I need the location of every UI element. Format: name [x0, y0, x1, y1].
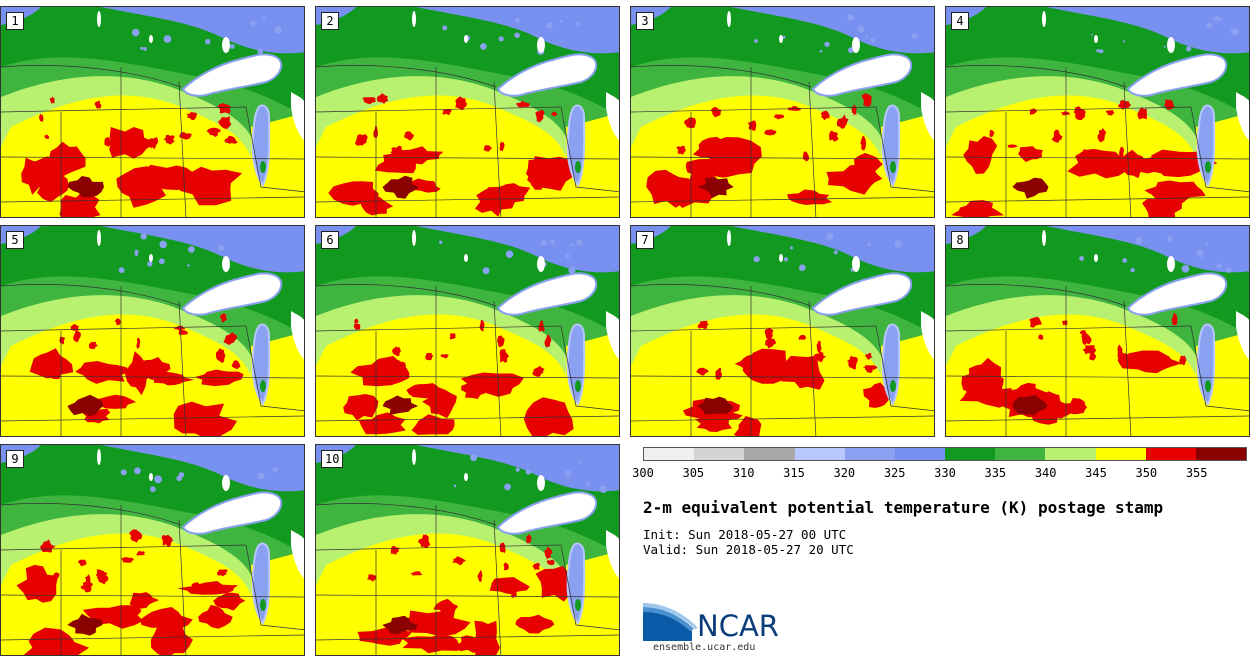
colorbar-tick-label: 315 [783, 466, 805, 480]
theta-e-map [1, 7, 304, 217]
colorbar-swatch [894, 448, 946, 460]
theta-e-map [316, 445, 619, 655]
colorbar-tick-label: 340 [1034, 466, 1057, 480]
ncar-logo-text: NCAR [697, 609, 779, 643]
colorbar-tick-label: 335 [984, 466, 1007, 480]
colorbar-swatch [1045, 448, 1096, 460]
valid-time: Valid: Sun 2018-05-27 20 UTC [643, 542, 854, 557]
colorbar-swatch [694, 448, 745, 460]
panel-member-number: 9 [6, 450, 24, 468]
colorbar-swatch [844, 448, 895, 460]
colorbar-swatch [1095, 448, 1146, 460]
panel-member-number: 3 [636, 12, 654, 30]
colorbar-swatch [945, 448, 996, 460]
panel-member-number: 5 [6, 231, 24, 249]
colorbar-tick-label: 310 [732, 466, 755, 480]
ncar-url: ensemble.ucar.edu [653, 642, 756, 653]
panel-member-number: 2 [321, 12, 339, 30]
colorbar-swatch [644, 448, 695, 460]
ensemble-member-panel: 8 [945, 225, 1250, 437]
theta-e-map [316, 226, 619, 436]
theta-e-map [631, 226, 934, 436]
colorbar-tick-label: 350 [1135, 466, 1158, 480]
theta-e-map [1, 445, 304, 655]
theta-e-map [631, 7, 934, 217]
colorbar-tick-label: 305 [682, 466, 705, 480]
figure-title: 2-m equivalent potential temperature (K)… [643, 498, 1164, 517]
colorbar-tick-label: 330 [934, 466, 956, 480]
colorbar-tick-label: 355 [1185, 466, 1208, 480]
init-time: Init: Sun 2018-05-27 00 UTC [643, 527, 847, 542]
ensemble-member-panel: 2 [315, 6, 620, 218]
panel-member-number: 7 [636, 231, 654, 249]
ensemble-member-panel: 5 [0, 225, 305, 437]
theta-e-map [946, 7, 1249, 217]
ensemble-member-panel: 4 [945, 6, 1250, 218]
theta-e-map [1, 226, 304, 436]
colorbar-swatch [995, 448, 1046, 460]
colorbar-tick-label: 320 [833, 466, 856, 480]
panel-member-number: 10 [321, 450, 344, 468]
colorbar-swatch [744, 448, 795, 460]
colorbar-tick-label: 345 [1085, 466, 1107, 480]
panel-member-number: 6 [321, 231, 339, 249]
ensemble-member-panel: 3 [630, 6, 935, 218]
colorbar-swatch [1145, 448, 1196, 460]
colorbar-swatch [794, 448, 845, 460]
theta-e-map [316, 7, 619, 217]
ensemble-member-panel: 9 [0, 444, 305, 656]
panel-member-number: 1 [6, 12, 24, 30]
panel-member-number: 8 [951, 231, 969, 249]
ensemble-member-panel: 6 [315, 225, 620, 437]
theta-e-map [946, 226, 1249, 436]
ensemble-member-panel: 7 [630, 225, 935, 437]
panel-member-number: 4 [951, 12, 969, 30]
colorbar [643, 447, 1247, 461]
ncar-logo-icon [643, 603, 698, 641]
colorbar-swatch [1195, 448, 1247, 460]
colorbar-tick-label: 300 [632, 466, 654, 480]
ensemble-member-panel: 10 [315, 444, 620, 656]
ensemble-member-panel: 1 [0, 6, 305, 218]
colorbar-tick-label: 325 [883, 466, 906, 480]
